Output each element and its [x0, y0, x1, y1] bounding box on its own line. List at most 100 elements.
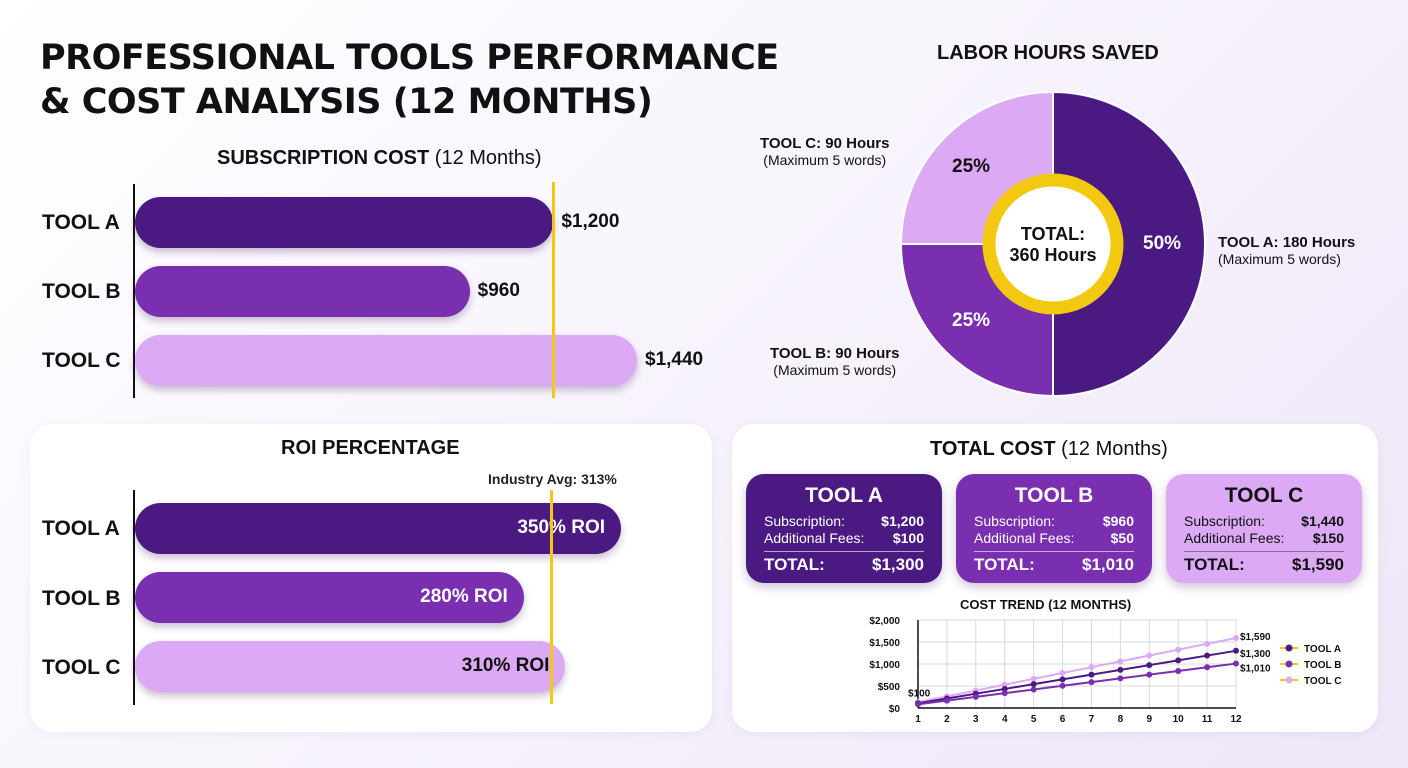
subscription-value-tool-a: $1,200 [561, 211, 620, 232]
subscription-bar-tool-b [135, 266, 470, 317]
subscription-axis [133, 184, 135, 398]
trend-point [1030, 675, 1037, 682]
callout-tool-c-sub: (Maximum 5 words) [763, 152, 887, 168]
trend-legend-label: TOOL B [1304, 660, 1341, 671]
trend-xtick-label: 7 [1089, 714, 1095, 725]
trend-legend-label: TOOL A [1304, 644, 1341, 655]
cost-card-sub-label: Subscription: [764, 513, 845, 529]
cost-card-divider [764, 551, 924, 552]
cost-card-sub-value: $960 [1102, 513, 1134, 529]
trend-point [1233, 635, 1239, 642]
subscription-label-tool-c: TOOL C [42, 349, 121, 372]
cost-card-total-label: TOTAL: [974, 555, 1035, 574]
cost-card-name: TOOL B [1014, 484, 1094, 507]
trend-point [1001, 685, 1008, 692]
cost-card-fee-label: Additional Fees: [764, 530, 865, 546]
trend-point [1204, 664, 1211, 671]
trend-xtick-label: 6 [1060, 714, 1066, 725]
cost-trend-title: COST TREND (12 MONTHS) [960, 597, 1132, 612]
trend-point [1059, 676, 1066, 683]
trend-legend-swatch-dot [1285, 676, 1293, 684]
trend-point [1146, 652, 1153, 659]
cost-card-name: TOOL C [1224, 484, 1304, 507]
trend-end-label: $1,590 [1240, 632, 1271, 643]
trend-point [1233, 660, 1239, 667]
cost-card-name: TOOL A [805, 484, 883, 507]
trend-point [1175, 646, 1182, 653]
donut-center-total: TOTAL: 360 Hours [992, 224, 1114, 266]
callout-tool-b: TOOL B: 90 Hours (Maximum 5 words) [770, 345, 899, 379]
cost-card-divider [974, 551, 1134, 552]
trend-xtick-label: 9 [1146, 714, 1152, 725]
trend-point [943, 697, 950, 704]
donut-slice-tool-a [1052, 90, 1206, 398]
trend-ytick-label: $1,000 [869, 660, 900, 671]
roi-bar-tool-a: 350% ROI [135, 503, 621, 554]
cost-card-fee-value: $150 [1312, 530, 1344, 546]
page-title: PROFESSIONAL TOOLS PERFORMANCE & COST AN… [40, 38, 779, 122]
trend-point [1146, 671, 1153, 678]
cost-card-tool-c: TOOL C Subscription: $1,440 Additional Fe… [1166, 474, 1362, 583]
trend-point [1175, 667, 1182, 674]
trend-point [1204, 652, 1211, 659]
callout-tool-a-title: TOOL A: 180 Hours [1218, 234, 1356, 251]
callout-tool-b-title: TOOL B: 90 Hours [770, 345, 900, 362]
donut-percent-tool-a: 50% [1143, 233, 1182, 254]
trend-line-tool-b [917, 662, 1237, 706]
donut-center-ring [982, 173, 1124, 315]
trend-point [1001, 681, 1008, 688]
roi-axis [133, 490, 135, 705]
subscription-label-tool-b: TOOL B [42, 280, 121, 303]
cost-card-divider [1184, 551, 1344, 552]
cost-card-sub-label: Subscription: [1184, 513, 1265, 529]
total-cost-title: TOTAL COST (12 Months) [930, 438, 1168, 460]
trend-xtick-label: 4 [1002, 714, 1008, 725]
trend-xtick-label: 8 [1118, 714, 1124, 725]
subscription-value-tool-b: $960 [477, 280, 520, 301]
subscription-value-tool-c: $1,440 [645, 349, 704, 370]
cost-card-tool-b: TOOL B Subscription: $960 Additional Fees… [956, 474, 1152, 583]
trend-legend-swatch-dot [1285, 660, 1293, 668]
trend-ytick-label: $2,000 [869, 616, 900, 627]
trend-point [1117, 666, 1124, 673]
subscription-reference-line [552, 182, 556, 398]
cost-card-sub-value: $1,440 [1301, 513, 1344, 529]
cost-card-tool-a: TOOL A Subscription: $1,200 Additional Fe… [746, 474, 942, 583]
cost-card-sub-label: Subscription: [974, 513, 1055, 529]
trend-ytick-label: $1,500 [869, 638, 900, 649]
cost-card-total-value: $1,590 [1292, 555, 1344, 574]
cost-card-total-value: $1,010 [1082, 555, 1134, 574]
callout-tool-a: TOOL A: 180 Hours (Maximum 5 words) [1218, 234, 1355, 268]
cost-card-total-value: $1,300 [872, 555, 924, 574]
trend-point [1030, 681, 1037, 688]
trend-point [1204, 640, 1211, 647]
trend-point [1088, 664, 1095, 671]
trend-end-label: $1,010 [1240, 664, 1271, 675]
trend-end-label: $1,300 [1240, 649, 1271, 660]
callout-tool-c: TOOL C: 90 Hours (Maximum 5 words) [760, 135, 889, 169]
donut-center-line2: 360 Hours [1009, 245, 1097, 265]
trend-ytick-label: $0 [889, 704, 901, 715]
roi-chart-title: ROI PERCENTAGE [281, 437, 460, 459]
cost-card-fee-value: $50 [1110, 530, 1134, 546]
roi-value-tool-c: 310% ROI [461, 655, 550, 676]
trend-point [915, 701, 921, 708]
subscription-label-tool-a: TOOL A [42, 211, 120, 234]
roi-label-tool-c: TOOL C [42, 656, 121, 679]
cost-card-total-label: TOTAL: [764, 555, 825, 574]
trend-point [1117, 675, 1124, 682]
trend-point [1059, 670, 1066, 677]
donut-percent-tool-c: 25% [952, 156, 991, 177]
roi-bar-tool-c: 310% ROI [135, 641, 566, 692]
trend-line-tool-c [917, 637, 1237, 704]
labor-chart-title: LABOR HOURS SAVED [937, 42, 1159, 64]
trend-ytick-label: $500 [878, 682, 901, 693]
trend-xtick-label: 1 [915, 714, 921, 725]
trend-point [1001, 690, 1008, 697]
trend-xtick-label: 5 [1031, 714, 1037, 725]
trend-point [1088, 679, 1095, 686]
roi-reference-label: Industry Avg: 313% [488, 471, 617, 487]
roi-value-tool-a: 350% ROI [517, 517, 605, 538]
